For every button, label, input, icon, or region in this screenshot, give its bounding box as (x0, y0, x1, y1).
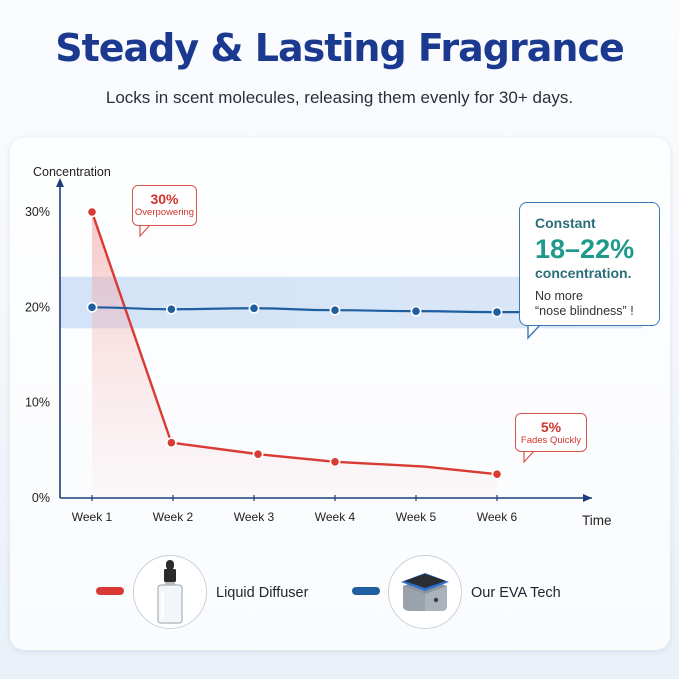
eva-tech-point-1 (86, 301, 98, 313)
dropper-bottle-icon (157, 560, 183, 624)
legend-label-eva-tech: Our EVA Tech (471, 585, 561, 601)
eva-tech-point-5 (410, 305, 422, 317)
peak-callout-value: 30% (150, 191, 179, 207)
eva-tech-point-2 (165, 303, 177, 315)
liquid-diffuser-line (90, 211, 498, 476)
legend-swatch-eva-tech (352, 587, 380, 595)
legend-icon-liquid-diffuser (133, 555, 207, 629)
end-callout: 5% Fades Quickly (515, 413, 587, 452)
page-title: Steady & Lasting Fragrance (55, 26, 625, 70)
eva-tech-point-4 (329, 304, 341, 316)
end-callout-note: Fades Quickly (520, 435, 582, 446)
constant-callout: Constant 18–22% concentration. No more “… (519, 202, 660, 326)
liquid-diffuser-point-3 (252, 448, 264, 460)
x-tick-label-2: Week 2 (153, 510, 194, 524)
liquid-diffuser-point-5 (491, 468, 503, 480)
eva-tech-point-6 (491, 306, 503, 318)
chart-axes (56, 178, 592, 502)
end-callout-tail (523, 450, 536, 464)
legend-label-liquid-diffuser: Liquid Diffuser (216, 585, 309, 601)
x-axis-arrow (583, 494, 592, 502)
x-tick-label-6: Week 6 (477, 510, 518, 524)
y-tick-label-4: 30% (25, 205, 50, 219)
eva-device-icon (401, 573, 449, 611)
constant-callout-label: Constant (535, 215, 596, 231)
peak-callout-note: Overpowering (134, 207, 195, 218)
peak-callout: 30% Overpowering (132, 185, 197, 226)
y-tick-label-3: 20% (25, 300, 50, 314)
constant-callout-note: No more “nose blindness” ! (535, 289, 659, 319)
page-subtitle: Locks in scent molecules, releasing them… (105, 88, 574, 107)
legend-swatch-liquid-diffuser (96, 587, 124, 595)
eva-tech-point-3 (248, 302, 260, 314)
liquid-diffuser-area (92, 212, 497, 498)
y-tick-label-1: 0% (32, 491, 50, 505)
y-tick-label-2: 10% (25, 396, 50, 410)
end-callout-value: 5% (540, 419, 562, 435)
y-axis-arrow (56, 178, 64, 187)
x-tick-label-5: Week 5 (396, 510, 437, 524)
x-tick-label-3: Week 3 (234, 510, 275, 524)
peak-callout-tail (139, 224, 152, 238)
constant-callout-unit: concentration. (535, 265, 632, 281)
axis-labels: Week 1 Week 2 Week 3 Week 4 Week 5 Week 6 0% 10… (25, 165, 612, 528)
legend-icon-eva-tech (388, 555, 462, 629)
x-axis-title: Time (582, 513, 612, 528)
series-markers (86, 206, 503, 480)
liquid-diffuser-point-1 (86, 206, 98, 218)
y-axis-title: Concentration (33, 165, 111, 179)
constant-callout-tail (527, 324, 542, 340)
constant-note-line2: “nose blindness” ! (535, 304, 634, 318)
liquid-diffuser-point-4 (329, 456, 341, 468)
x-tick-label-4: Week 4 (315, 510, 356, 524)
liquid-diffuser-point-2 (165, 437, 177, 449)
constant-note-line1: No more (535, 289, 583, 303)
constant-callout-range: 18–22% (535, 234, 635, 264)
x-tick-marks (91, 495, 498, 501)
x-tick-label-1: Week 1 (72, 510, 113, 524)
